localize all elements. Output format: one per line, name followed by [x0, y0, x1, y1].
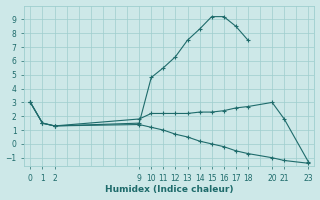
X-axis label: Humidex (Indice chaleur): Humidex (Indice chaleur): [105, 185, 234, 194]
